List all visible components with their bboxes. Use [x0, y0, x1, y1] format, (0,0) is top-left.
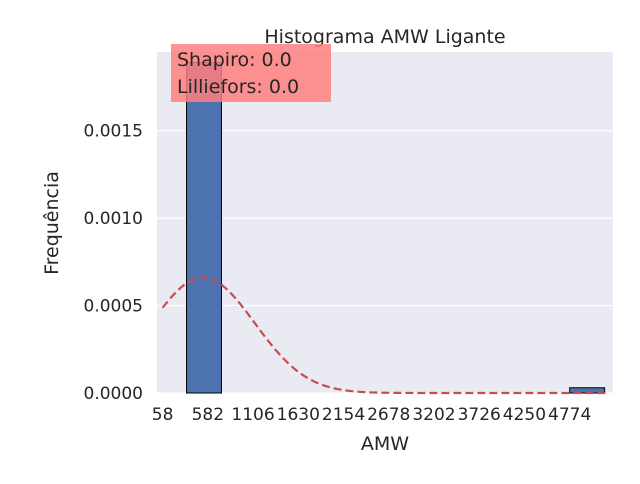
x-tick-label-9: 4774	[548, 405, 591, 425]
y-tick-label-1: 0.0005	[84, 297, 143, 317]
y-tick-label-0: 0.0000	[84, 384, 143, 404]
x-tick-label-3: 1630	[277, 405, 320, 425]
normal-fit-curve	[161, 276, 609, 395]
x-tick-label-8: 4250	[503, 405, 546, 425]
histogram-bar-0	[186, 61, 222, 394]
x-tick-label-0: 58	[152, 405, 174, 425]
x-tick-label-1: 582	[192, 405, 224, 425]
plot-area	[157, 52, 613, 393]
x-tick-labels: 58 582 1106 1630 2154 2678 3202 3726 4250 4774	[152, 405, 592, 425]
x-tick-label-6: 3202	[412, 405, 455, 425]
x-tick-label-5: 2678	[367, 405, 410, 425]
lilliefors-stat: Lilliefors: 0.0	[177, 76, 299, 98]
y-tick-label-2: 0.0010	[84, 209, 143, 229]
shapiro-stat: Shapiro: 0.0	[177, 49, 292, 71]
y-tick-label-3: 0.0015	[84, 122, 143, 142]
normality-stats-box: Shapiro: 0.0 Lilliefors: 0.0	[171, 44, 331, 102]
y-tick-labels: 0.0000 0.0005 0.0010 0.0015	[84, 122, 143, 404]
y-axis-label: Frequência	[41, 171, 63, 275]
x-tick-label-4: 2154	[322, 405, 365, 425]
stats-box-background	[171, 44, 331, 102]
chart-title: Histograma AMW Ligante	[264, 26, 505, 48]
x-tick-label-2: 1106	[231, 405, 274, 425]
x-tick-label-7: 3726	[458, 405, 501, 425]
bars	[186, 61, 606, 394]
x-axis-label: AMW	[361, 433, 409, 455]
